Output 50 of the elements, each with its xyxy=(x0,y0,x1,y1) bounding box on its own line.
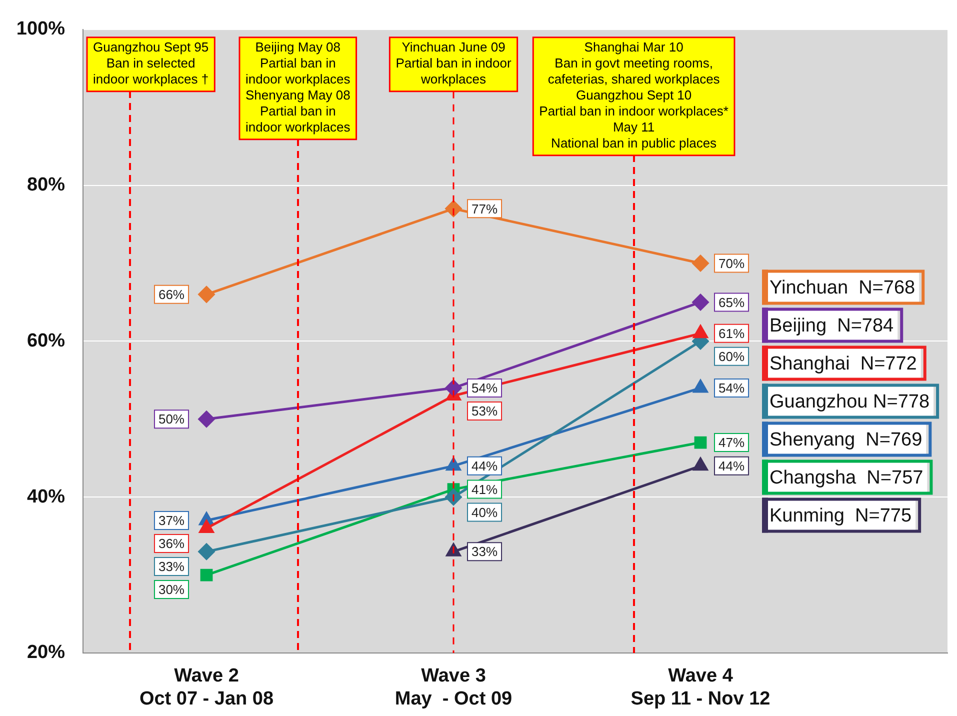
point xyxy=(692,255,709,272)
point xyxy=(693,325,708,338)
data-label: 60% xyxy=(718,348,745,364)
legend-label: Kunming N=775 xyxy=(770,505,912,526)
data-label: 54% xyxy=(718,380,745,396)
data-label: 30% xyxy=(158,582,185,598)
data-label: 66% xyxy=(158,287,185,302)
point xyxy=(198,286,215,303)
data-label: 44% xyxy=(471,458,498,474)
data-label: 50% xyxy=(158,412,185,427)
data-label: 70% xyxy=(718,256,745,271)
legend-label: Shenyang N=769 xyxy=(770,429,922,450)
data-label: 33% xyxy=(471,544,498,560)
legend-label: Shanghai N=772 xyxy=(770,353,917,374)
data-label: 53% xyxy=(471,404,498,419)
y-tick-label: 100% xyxy=(16,18,66,40)
data-label: 65% xyxy=(718,294,745,310)
annotation: Shanghai Mar 10 Ban in govt meeting rooms, cafeterias, shared workplaces Guangzhou Sept 10 Partial ban in indoor workplaces* May 11 National ban in public places xyxy=(539,39,728,150)
data-label: 61% xyxy=(718,326,745,341)
legend-label: Changsha N=757 xyxy=(770,467,924,488)
point xyxy=(198,410,215,428)
point xyxy=(199,520,214,534)
data-label: 77% xyxy=(471,201,498,216)
legend-label: Beijing N=784 xyxy=(770,315,894,336)
data-label: 41% xyxy=(471,482,498,497)
x-tick-label: Wave 2 Oct 07 - Jan 08 xyxy=(139,666,274,710)
data-label: 37% xyxy=(158,513,185,528)
data-label: 54% xyxy=(471,380,498,396)
point xyxy=(693,458,708,471)
annotation: Beijing May 08 Partial ban in indoor workplaces Shenyang May 08 Partial ban in indoor workplaces xyxy=(245,39,351,134)
x-tick-label: Wave 3 May - Oct 09 xyxy=(394,666,512,710)
legend-label: Yinchuan N=768 xyxy=(770,277,916,298)
data-label: 36% xyxy=(158,536,185,552)
point xyxy=(693,380,708,393)
data-label: 47% xyxy=(718,435,745,450)
y-tick-label: 80% xyxy=(26,174,66,196)
point xyxy=(692,294,709,310)
y-tick-label: 60% xyxy=(26,330,66,352)
y-tick-label: 20% xyxy=(26,642,66,664)
point xyxy=(200,568,213,582)
x-tick-label: Wave 4 Sep 11 - Nov 12 xyxy=(630,666,770,710)
annotation: Guangzhou Sept 95 Ban in selected indoor workplaces † xyxy=(92,39,209,86)
data-label: 44% xyxy=(718,458,745,474)
point xyxy=(694,436,707,449)
legend-label: Guangzhou N=778 xyxy=(770,391,930,412)
ref-line-label: Yinchuan June 09 Partial ban in indoor workplaces xyxy=(396,39,512,86)
y-tick-label: 40% xyxy=(26,486,66,508)
point xyxy=(198,543,215,560)
data-label: 40% xyxy=(471,504,498,520)
data-label: 33% xyxy=(158,559,185,574)
